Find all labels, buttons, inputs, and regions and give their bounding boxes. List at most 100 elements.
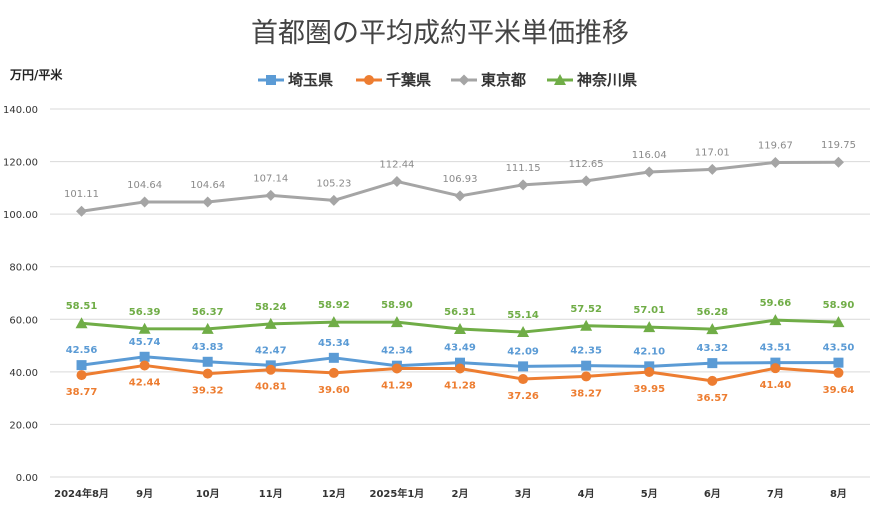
legend-item: 東京都	[451, 71, 526, 89]
legend-label: 埼玉県	[288, 71, 333, 89]
y-tick-label: 20.00	[9, 420, 38, 431]
data-label: 39.95	[633, 384, 665, 395]
x-tick-label: 8月	[830, 488, 847, 500]
data-label: 112.44	[379, 159, 414, 170]
x-tick-label: 11月	[259, 488, 283, 500]
x-tick-label: 2月	[452, 488, 469, 500]
data-label: 45.34	[318, 338, 350, 349]
data-point-marker	[265, 364, 276, 375]
legend-label: 東京都	[481, 71, 526, 89]
data-point-marker	[832, 156, 844, 168]
legend: 埼玉県 千葉県 東京都 神奈川県	[258, 71, 637, 89]
data-point-marker	[455, 357, 465, 368]
x-axis-ticks: 2024年8月 9月 10月 11月 12月 2025年1月 2月 3月 4月 5月 6月 7月 8月	[54, 487, 847, 500]
data-point-marker	[770, 357, 781, 368]
y-tick-label: 0.00	[16, 473, 38, 484]
data-label: 106.93	[443, 174, 478, 185]
data-point-marker	[328, 194, 340, 206]
data-label: 119.75	[821, 140, 856, 151]
legend-marker	[266, 75, 276, 85]
data-label: 43.32	[696, 343, 728, 354]
data-point-marker	[707, 358, 718, 369]
data-point-marker	[644, 361, 655, 372]
data-label: 56.37	[192, 307, 224, 318]
data-label: 42.44	[129, 377, 161, 388]
data-point-marker	[833, 357, 844, 368]
data-point-marker	[76, 360, 87, 371]
series-1	[76, 360, 844, 386]
y-tick-label: 140.00	[3, 105, 38, 116]
data-label: 58.92	[318, 300, 350, 311]
data-label: 105.23	[316, 178, 351, 189]
data-point-marker	[454, 322, 466, 334]
data-label: 104.64	[127, 180, 162, 191]
y-axis-unit-label: 万円/平米	[9, 67, 63, 82]
data-label: 58.51	[66, 301, 98, 312]
data-labels: 42.56 45.74 43.83 42.47 45.34 42.34 43.49 42.09…	[64, 140, 856, 404]
data-point-marker	[518, 374, 529, 385]
data-label: 104.64	[190, 180, 225, 191]
data-point-marker	[138, 322, 151, 334]
x-tick-label: 2024年8月	[54, 487, 109, 500]
data-label: 58.90	[381, 300, 413, 311]
data-label: 38.27	[570, 388, 602, 399]
data-point-marker	[139, 351, 150, 362]
data-point-marker	[707, 375, 718, 386]
data-label: 57.01	[633, 305, 665, 316]
data-label: 107.14	[253, 173, 288, 184]
data-label: 41.40	[760, 380, 792, 391]
x-tick-label: 10月	[196, 488, 220, 500]
y-tick-label: 80.00	[9, 263, 38, 274]
y-tick-label: 40.00	[9, 368, 38, 379]
data-label: 39.64	[823, 385, 855, 396]
x-tick-label: 2025年1月	[370, 487, 425, 500]
data-label: 42.35	[570, 346, 602, 357]
data-label: 43.83	[192, 342, 224, 353]
legend-label: 神奈川県	[577, 71, 637, 89]
data-point-marker	[328, 352, 339, 363]
data-point-marker	[706, 323, 719, 335]
y-tick-label: 120.00	[3, 158, 38, 169]
data-label: 39.32	[192, 386, 224, 397]
x-tick-label: 4月	[578, 488, 595, 500]
data-label: 39.60	[318, 385, 350, 396]
data-label: 119.67	[758, 140, 793, 151]
data-point-marker	[265, 189, 277, 201]
data-label: 38.77	[66, 387, 98, 398]
data-label: 41.29	[381, 380, 413, 391]
data-label: 56.39	[129, 307, 161, 318]
data-point-marker	[706, 163, 718, 175]
x-tick-label: 6月	[704, 488, 721, 500]
data-point-marker	[390, 316, 403, 328]
data-point-marker	[644, 366, 655, 377]
data-label: 101.11	[64, 189, 99, 200]
data-point-marker	[581, 360, 592, 371]
data-point-marker	[643, 321, 656, 333]
legend-marker	[458, 74, 470, 86]
data-label: 117.01	[695, 147, 730, 158]
data-point-marker	[518, 361, 529, 372]
data-label: 40.81	[255, 382, 287, 393]
data-label: 55.14	[507, 310, 539, 321]
chart-title: 首都圏の平均成約平米単価推移	[251, 18, 629, 49]
data-label: 56.31	[444, 307, 476, 318]
data-label: 58.24	[255, 302, 287, 313]
data-label: 43.49	[444, 343, 476, 354]
data-point-marker	[643, 166, 655, 178]
data-label: 58.90	[823, 300, 855, 311]
data-point-marker	[202, 368, 213, 379]
data-point-marker	[391, 363, 402, 374]
data-point-marker	[580, 319, 593, 331]
data-label: 41.28	[444, 380, 476, 391]
y-tick-label: 100.00	[3, 210, 38, 221]
data-point-marker	[833, 367, 844, 378]
data-label: 111.15	[506, 163, 541, 174]
data-point-marker	[202, 356, 213, 367]
legend-marker	[554, 74, 566, 85]
data-point-marker	[580, 175, 592, 187]
data-label: 112.65	[569, 159, 604, 170]
data-point-marker	[202, 196, 214, 208]
x-tick-label: 12月	[322, 488, 346, 500]
